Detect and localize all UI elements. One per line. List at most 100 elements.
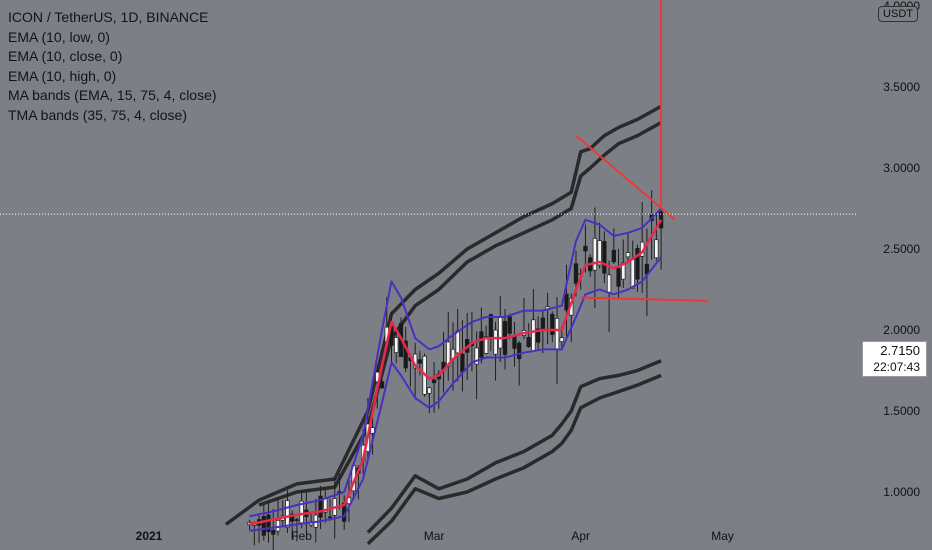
candle-body (460, 353, 465, 373)
candle-body (294, 519, 300, 521)
candle-body (550, 313, 555, 335)
legend-ema-high[interactable]: EMA (10, high, 0) (8, 67, 117, 84)
candle (266, 502, 271, 543)
candle (346, 480, 352, 523)
candle-body (474, 347, 479, 365)
candle-body (597, 240, 602, 266)
ema-close-line (249, 219, 663, 526)
candle (602, 231, 607, 284)
candle (517, 340, 522, 386)
candle (507, 313, 512, 340)
candle (294, 517, 300, 542)
candle-body (488, 314, 493, 338)
candle-body (540, 317, 546, 331)
candle-body (517, 342, 522, 360)
ma-band-line-6 (366, 373, 662, 546)
time-axis: 2021 Feb Mar Apr May (136, 529, 734, 543)
candle-body (625, 252, 631, 258)
candle-body (431, 379, 437, 384)
candle (408, 357, 413, 387)
candle (271, 508, 276, 550)
candle-body (290, 513, 295, 522)
candle (479, 307, 484, 364)
candle-body (483, 336, 489, 354)
candle (318, 485, 323, 530)
candle-body (512, 336, 517, 349)
candle-body (630, 259, 635, 289)
candle (535, 316, 541, 351)
ema-layer (249, 207, 663, 532)
candle-body (427, 387, 432, 394)
candle-body (403, 340, 408, 369)
candle (446, 311, 451, 381)
candle-body (266, 514, 271, 533)
candle-body (611, 249, 616, 263)
candle (474, 331, 479, 400)
candle (512, 322, 517, 367)
candle-body (417, 359, 423, 364)
candle-body (446, 341, 451, 367)
ema-envelope-line-2 (249, 256, 662, 532)
ma-bands-layer (224, 104, 662, 546)
candle (654, 213, 659, 261)
candle (379, 378, 385, 389)
price-tick-label: 2.5000 (883, 242, 920, 256)
time-tick-label: Feb (291, 529, 312, 543)
candle-body (658, 211, 664, 229)
candle-body (635, 248, 640, 280)
candle-body (479, 331, 484, 358)
candle (275, 498, 281, 536)
ma-band-line-3 (224, 104, 662, 526)
legend-ema-close[interactable]: EMA (10, close, 0) (8, 48, 123, 65)
candle (488, 313, 493, 352)
time-tick-label: Apr (571, 529, 590, 543)
candle-body (493, 329, 498, 355)
candle (498, 295, 503, 363)
candle-body (379, 381, 385, 389)
trendline-drawings (575, 0, 709, 302)
price-tick-label: 1.0000 (883, 485, 920, 499)
candle-body (327, 516, 333, 519)
candle (394, 329, 399, 364)
candle-body (275, 520, 281, 532)
legend-ma-bands[interactable]: MA bands (EMA, 15, 75, 4, close) (8, 87, 217, 104)
candle (545, 292, 550, 345)
candle-body (559, 337, 564, 342)
legend-tma-bands[interactable]: TMA bands (35, 75, 4, close) (8, 106, 187, 123)
candle-body (535, 328, 541, 343)
candle (413, 342, 418, 400)
candle (299, 490, 304, 529)
candle (261, 504, 266, 541)
symbol-title[interactable]: ICON / TetherUS, 1D, BINANCE (8, 9, 209, 25)
candle-body (531, 319, 536, 352)
candle (323, 488, 328, 523)
candle (526, 323, 531, 348)
candle (493, 321, 498, 381)
candle-body (507, 316, 512, 334)
candle-body (602, 241, 607, 274)
bar-countdown: 22:07:43 (873, 360, 920, 374)
candle-body (606, 274, 612, 293)
candle-body (616, 268, 621, 287)
legend-ema-low[interactable]: EMA (10, low, 0) (8, 28, 110, 45)
last-price-value: 2.7150 (880, 343, 920, 358)
candle (450, 322, 456, 391)
price-axis: 76.50006.00005.50005.00004.50004.00003.5… (883, 0, 920, 499)
candle-body (394, 337, 399, 353)
candle-body (554, 318, 560, 350)
candle (483, 325, 489, 355)
candle (564, 264, 569, 337)
candle (427, 386, 432, 414)
trendline-0 (575, 134, 676, 221)
time-tick-label: Mar (424, 529, 445, 543)
candle-body (318, 495, 323, 518)
candle (460, 320, 465, 392)
ma-band-line-5 (366, 359, 662, 534)
candle-body (592, 237, 598, 271)
currency-badge[interactable]: USDT (878, 6, 918, 22)
candle (611, 228, 616, 264)
ema-envelope-line-1 (249, 207, 662, 518)
candle (554, 297, 560, 384)
trendline-1 (580, 296, 709, 302)
